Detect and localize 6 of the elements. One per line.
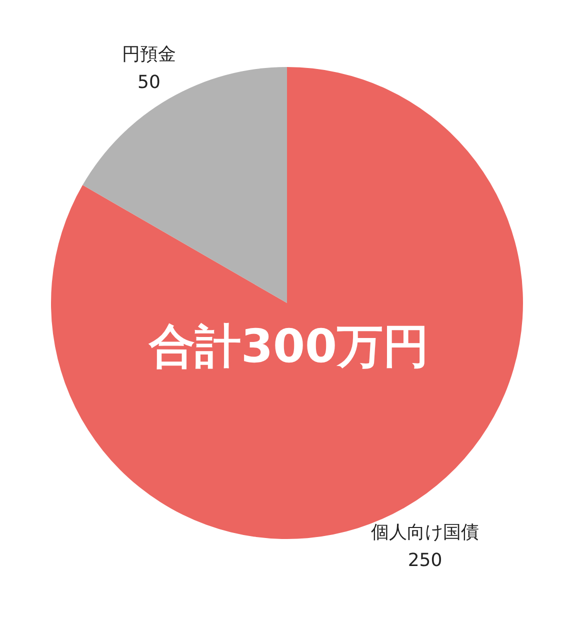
data-label: 250 <box>408 550 442 572</box>
data-label: 50 <box>138 72 160 93</box>
pie-slice <box>82 67 287 303</box>
slice-label: 個人向け国債 <box>371 522 479 544</box>
slice-label: 円預金 <box>122 44 176 65</box>
text: 合計300万円 <box>148 318 430 374</box>
